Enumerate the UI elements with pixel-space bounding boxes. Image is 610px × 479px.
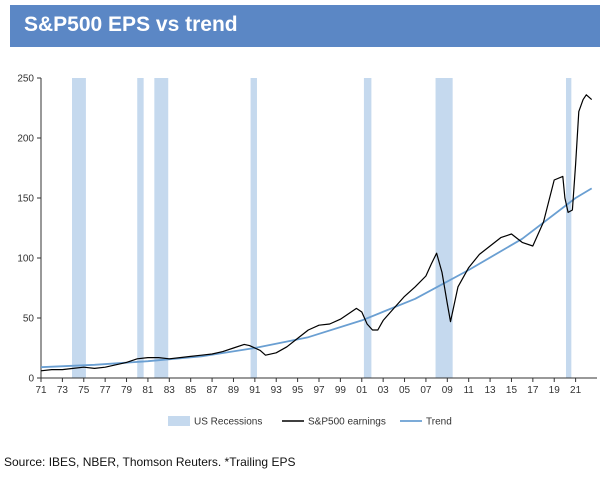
x-tick-label: 89 bbox=[228, 385, 240, 396]
x-tick-label: 03 bbox=[378, 385, 390, 396]
x-tick-label: 07 bbox=[420, 385, 432, 396]
y-tick-label: 0 bbox=[28, 374, 34, 385]
y-tick-label: 100 bbox=[17, 254, 34, 265]
chart-title: S&P500 EPS vs trend bbox=[24, 13, 238, 36]
x-tick-label: 05 bbox=[399, 385, 411, 396]
series-lines bbox=[40, 94, 593, 372]
recession-band-4 bbox=[363, 78, 372, 378]
y-tick-label: 150 bbox=[17, 194, 34, 205]
x-tick-label: 13 bbox=[485, 385, 497, 396]
x-tick-label: 79 bbox=[121, 385, 133, 396]
legend-label-recessions: US Recessions bbox=[194, 417, 262, 428]
x-tick-label: 01 bbox=[356, 385, 368, 396]
x-tick-label: 17 bbox=[527, 385, 539, 396]
recession-band-0 bbox=[72, 78, 86, 378]
recession-band-5 bbox=[435, 78, 453, 378]
trend-line bbox=[40, 187, 593, 369]
y-tick-label: 200 bbox=[17, 134, 34, 145]
recession-bands bbox=[72, 78, 572, 378]
x-tick-label: 21 bbox=[570, 385, 582, 396]
x-tick-label: 71 bbox=[35, 385, 47, 396]
x-tick-label: 91 bbox=[249, 385, 261, 396]
y-tick-label: 50 bbox=[23, 314, 35, 325]
x-tick-label: 85 bbox=[185, 385, 197, 396]
source-note: Source: IBES, NBER, Thomson Reuters. *Tr… bbox=[4, 455, 296, 469]
legend: US Recessions S&P500 earnings Trend bbox=[168, 416, 452, 428]
x-tick-label: 73 bbox=[57, 385, 69, 396]
recession-band-6 bbox=[565, 78, 572, 378]
recession-band-3 bbox=[250, 78, 257, 378]
legend-swatch-recessions bbox=[168, 416, 190, 426]
x-tick-label: 97 bbox=[313, 385, 325, 396]
x-tick-label: 99 bbox=[335, 385, 347, 396]
x-tick-label: 11 bbox=[463, 385, 474, 396]
x-tick-label: 87 bbox=[207, 385, 219, 396]
title-bar: S&P500 EPS vs trend bbox=[10, 5, 600, 47]
x-tick-label: 09 bbox=[442, 385, 454, 396]
x-tick-label: 93 bbox=[271, 385, 283, 396]
legend-label-earnings: S&P500 earnings bbox=[308, 417, 386, 428]
recession-band-1 bbox=[137, 78, 144, 378]
legend-label-trend: Trend bbox=[426, 417, 452, 428]
x-tick-label: 81 bbox=[142, 385, 154, 396]
x-tick-label: 15 bbox=[506, 385, 518, 396]
y-tick-label: 250 bbox=[17, 74, 34, 85]
earnings-line bbox=[40, 94, 593, 372]
x-tick-label: 77 bbox=[100, 385, 112, 396]
x-tick-label: 19 bbox=[549, 385, 561, 396]
x-tick-label: 95 bbox=[292, 385, 304, 396]
x-tick-label: 75 bbox=[78, 385, 90, 396]
x-tick-label: 83 bbox=[164, 385, 176, 396]
recession-band-2 bbox=[154, 78, 169, 378]
